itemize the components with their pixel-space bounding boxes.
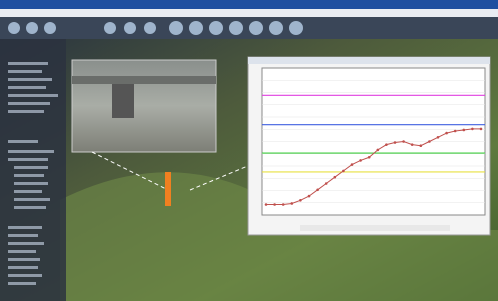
layer-item[interactable] [8, 102, 50, 105]
layer-item[interactable] [8, 242, 44, 245]
tool-icon[interactable] [169, 21, 183, 35]
layer-item[interactable] [8, 158, 48, 161]
layer-item[interactable] [8, 62, 48, 65]
layer-item[interactable] [14, 174, 44, 177]
layer-item[interactable] [14, 190, 42, 193]
layer-item[interactable] [14, 198, 50, 201]
data-point [334, 176, 337, 179]
station-marker[interactable] [165, 172, 171, 206]
layer-item[interactable] [8, 94, 58, 97]
data-point [471, 128, 474, 131]
app-window [0, 0, 498, 301]
layer-item[interactable] [14, 166, 48, 169]
layer-item[interactable] [8, 140, 38, 143]
layer-item[interactable] [8, 78, 52, 81]
tool-icon[interactable] [26, 22, 38, 34]
chart-window-title [248, 57, 490, 64]
tool-icon[interactable] [229, 21, 243, 35]
data-point [420, 144, 423, 147]
tool-icon[interactable] [269, 21, 283, 35]
tool-icon[interactable] [144, 22, 156, 34]
layer-item[interactable] [8, 274, 42, 277]
data-point [385, 143, 388, 146]
layer-item[interactable] [8, 250, 36, 253]
layer-item[interactable] [8, 266, 38, 269]
tool-icon[interactable] [44, 22, 56, 34]
data-point [359, 159, 362, 162]
data-point [308, 195, 311, 198]
data-point [480, 128, 483, 131]
data-point [351, 163, 354, 166]
layer-item[interactable] [8, 234, 38, 237]
data-point [325, 182, 328, 185]
data-point [282, 203, 285, 206]
data-point [316, 189, 319, 192]
data-point [342, 170, 345, 173]
data-point [394, 141, 397, 144]
data-point [265, 203, 268, 206]
layer-item[interactable] [8, 86, 46, 89]
layer-item[interactable] [14, 206, 46, 209]
data-point [402, 140, 405, 143]
tool-icon[interactable] [189, 21, 203, 35]
tool-icon[interactable] [209, 21, 223, 35]
layer-item[interactable] [8, 258, 40, 261]
layer-item[interactable] [8, 110, 44, 113]
layer-item[interactable] [14, 182, 48, 185]
data-point [437, 136, 440, 139]
layer-item[interactable] [8, 226, 42, 229]
data-point [377, 149, 380, 152]
data-point [368, 156, 371, 159]
data-point [273, 203, 276, 206]
data-point [445, 132, 448, 135]
data-point [291, 202, 294, 205]
camera-image[interactable] [72, 60, 216, 152]
title-bar [0, 0, 498, 9]
bridge-deck [72, 76, 216, 84]
data-point [411, 143, 414, 146]
layer-item[interactable] [8, 70, 42, 73]
chart-legend [300, 225, 450, 231]
tool-icon[interactable] [124, 22, 136, 34]
layer-item[interactable] [8, 282, 36, 285]
tool-icon[interactable] [104, 22, 116, 34]
data-point [428, 140, 431, 143]
data-point [454, 130, 457, 133]
menu-bar [0, 9, 498, 17]
layer-item[interactable] [8, 150, 54, 153]
data-point [299, 199, 302, 202]
data-point [463, 129, 466, 132]
tool-icon[interactable] [289, 21, 303, 35]
tool-icon[interactable] [249, 21, 263, 35]
tool-icon[interactable] [8, 22, 20, 34]
page: {"chart_data": {"type": "line", "categor… [0, 0, 498, 301]
